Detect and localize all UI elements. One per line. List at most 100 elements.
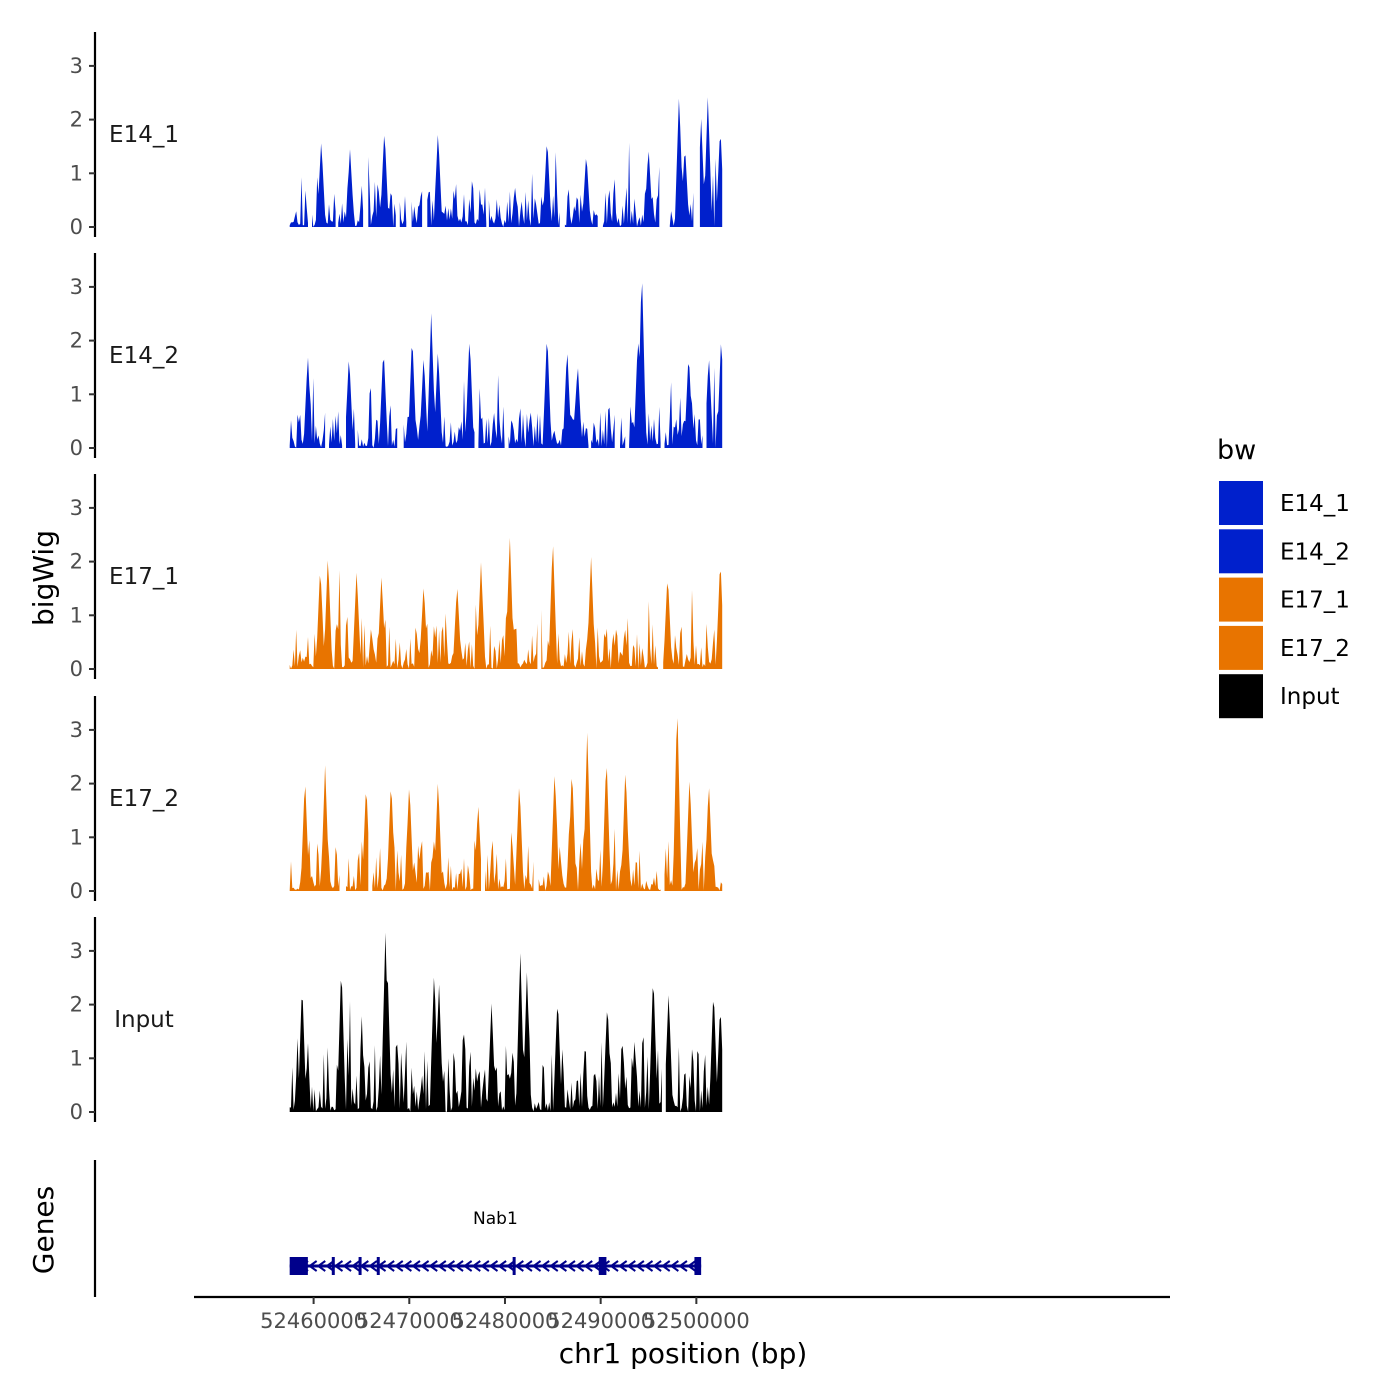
strand-arrow bbox=[316, 1260, 326, 1272]
signal-area bbox=[368, 135, 396, 227]
signal-area bbox=[403, 313, 475, 448]
strand-arrow bbox=[523, 1260, 533, 1272]
strand-arrow bbox=[325, 1260, 335, 1272]
gene-panel: Nab1 bbox=[93, 1160, 702, 1297]
exon bbox=[358, 1257, 362, 1275]
y-axis-title: bigWig bbox=[27, 530, 60, 626]
strand-arrow bbox=[471, 1260, 481, 1272]
strand-arrow bbox=[333, 1260, 344, 1272]
signal-area bbox=[564, 159, 598, 227]
signal-area bbox=[357, 359, 398, 448]
strand-arrow bbox=[626, 1260, 636, 1272]
signal-area bbox=[338, 149, 364, 227]
strand-arrow bbox=[609, 1260, 619, 1272]
strand-arrow bbox=[342, 1260, 352, 1272]
track-E17_2: 0 1 2 3 E17_2 bbox=[70, 696, 723, 903]
track-E14_2: 0 1 2 3 E14_2 bbox=[70, 253, 723, 460]
track-E14_1: 0 1 2 3 E14_1 bbox=[70, 32, 723, 239]
x-tick-label: 52500000 bbox=[643, 1309, 750, 1333]
track-label: E17_2 bbox=[109, 786, 179, 812]
strand-arrow bbox=[506, 1260, 516, 1272]
signal-area bbox=[706, 344, 723, 448]
strand-arrow bbox=[566, 1260, 576, 1272]
strand-arrow bbox=[592, 1260, 602, 1272]
x-axis-title: chr1 position (bp) bbox=[559, 1337, 808, 1370]
strand-arrow bbox=[635, 1260, 645, 1272]
strand-arrow bbox=[385, 1260, 395, 1272]
signal-area bbox=[663, 571, 723, 669]
signal-tracks: 0 1 2 3 E14_1 0 1 2 3 E14_2 0 1 2 3 E17_1 0 1 2 3 E17_2 0 1 2 3… bbox=[70, 32, 723, 1124]
gene-name-label: Nab1 bbox=[473, 1209, 518, 1229]
signal-area bbox=[664, 364, 703, 448]
signal-area bbox=[602, 142, 660, 227]
y-tick-label: 0 bbox=[70, 1100, 83, 1124]
strand-arrow bbox=[437, 1260, 447, 1272]
signal-area bbox=[346, 794, 369, 891]
strand-arrow bbox=[661, 1260, 671, 1272]
signal-area bbox=[478, 375, 505, 448]
legend-label-E14_2: E14_2 bbox=[1280, 539, 1350, 565]
signal-area bbox=[541, 546, 658, 669]
signal-area bbox=[372, 783, 481, 891]
signal-area bbox=[591, 407, 615, 448]
legend-label-E17_2: E17_2 bbox=[1280, 636, 1350, 662]
y-tick-label: 0 bbox=[70, 215, 83, 239]
strand-arrow bbox=[428, 1260, 438, 1272]
y-tick-label: 1 bbox=[70, 382, 83, 406]
legend-label-Input: Input bbox=[1280, 684, 1340, 710]
signal-area bbox=[538, 732, 661, 891]
signal-area bbox=[427, 135, 487, 227]
y-tick-label: 2 bbox=[70, 772, 83, 796]
strand-arrow bbox=[686, 1260, 697, 1272]
y-tick-label: 1 bbox=[70, 825, 83, 849]
strand-arrow bbox=[643, 1260, 654, 1272]
strand-arrow bbox=[583, 1260, 593, 1272]
x-tick-label: 52470000 bbox=[356, 1309, 463, 1333]
signal-area bbox=[485, 788, 534, 891]
strand-arrow bbox=[557, 1260, 567, 1272]
y-tick-label: 1 bbox=[70, 1046, 83, 1070]
strand-arrow bbox=[497, 1260, 507, 1272]
signal-area bbox=[289, 932, 662, 1112]
exon bbox=[512, 1257, 516, 1275]
legend-label-E17_1: E17_1 bbox=[1280, 588, 1350, 614]
strand-arrow bbox=[540, 1260, 550, 1272]
y-tick-label: 0 bbox=[70, 436, 83, 460]
strand-arrow bbox=[669, 1260, 679, 1272]
strand-arrow bbox=[514, 1260, 524, 1272]
signal-area bbox=[488, 146, 560, 227]
exon bbox=[696, 1257, 702, 1275]
exon bbox=[376, 1257, 380, 1275]
track-E17_1: 0 1 2 3 E17_1 bbox=[70, 474, 723, 681]
track-label: E14_2 bbox=[109, 343, 179, 369]
y-tick-label: 3 bbox=[70, 718, 83, 742]
genes-axis-title: Genes bbox=[27, 1186, 60, 1274]
legend: bw E14_1 E14_2 E17_1 E17_2 Input bbox=[1217, 435, 1350, 719]
strand-arrow bbox=[368, 1260, 378, 1272]
y-tick-label: 1 bbox=[70, 161, 83, 185]
x-tick-label: 52480000 bbox=[452, 1309, 559, 1333]
track-label: E17_1 bbox=[109, 564, 179, 590]
strand-arrow bbox=[454, 1260, 464, 1272]
y-tick-label: 3 bbox=[70, 275, 83, 299]
strand-arrow bbox=[445, 1260, 456, 1272]
legend-title: bw bbox=[1217, 435, 1256, 466]
strand-arrow bbox=[549, 1260, 559, 1272]
signal-area bbox=[508, 343, 589, 448]
y-tick-label: 3 bbox=[70, 939, 83, 963]
exon bbox=[694, 1257, 698, 1275]
legend-swatch-E17_2 bbox=[1219, 625, 1263, 670]
strand-arrow bbox=[402, 1260, 412, 1272]
strand-arrow bbox=[394, 1260, 404, 1272]
track-Input: 0 1 2 3 Input bbox=[70, 917, 723, 1124]
strand-arrow bbox=[419, 1260, 430, 1272]
signal-area bbox=[289, 357, 326, 448]
y-tick-label: 3 bbox=[70, 54, 83, 78]
y-tick-label: 2 bbox=[70, 550, 83, 574]
signal-area bbox=[329, 411, 343, 448]
signal-area bbox=[629, 283, 661, 448]
legend-swatch-E14_2 bbox=[1219, 529, 1263, 574]
legend-swatch-Input bbox=[1219, 674, 1263, 719]
signal-area bbox=[289, 537, 538, 669]
